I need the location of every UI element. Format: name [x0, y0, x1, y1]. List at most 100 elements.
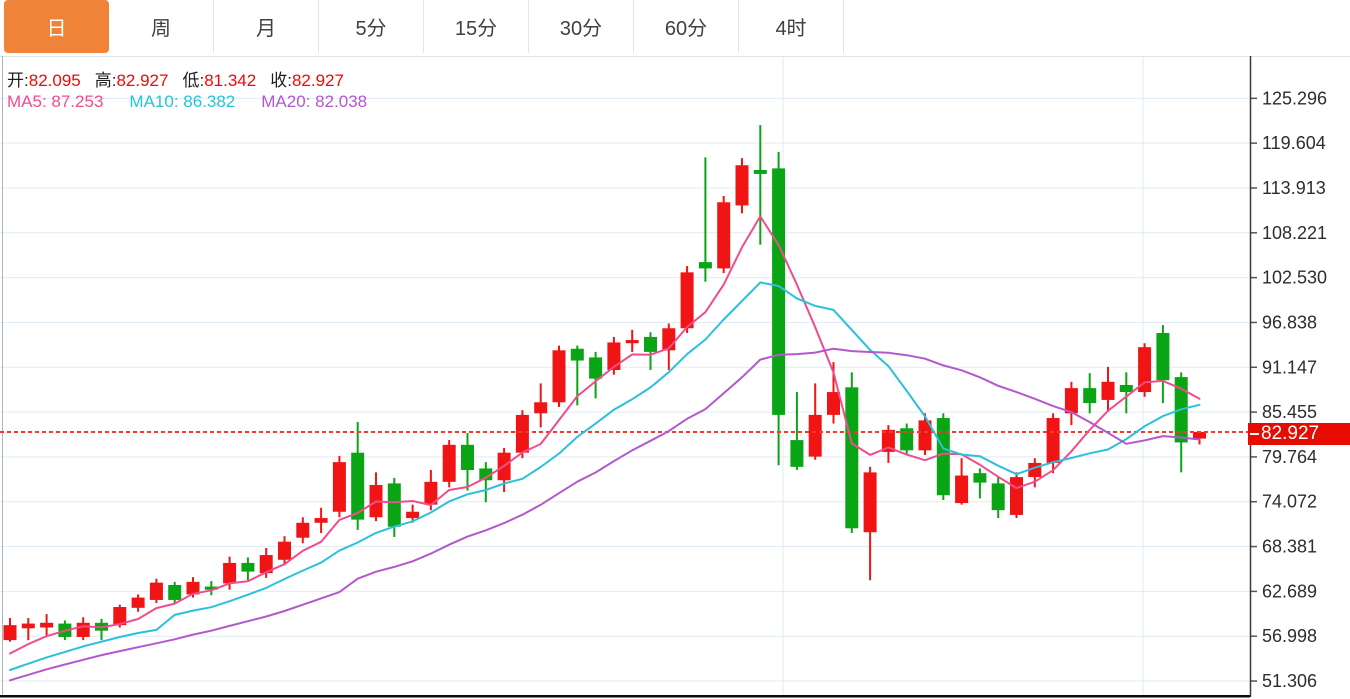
- candle-up: [863, 472, 877, 533]
- axis-tick-label: 125.296: [1262, 88, 1327, 108]
- candle-down: [1156, 332, 1170, 381]
- candle-up: [406, 511, 420, 519]
- candle-up: [259, 555, 273, 574]
- candle-down: [991, 483, 1005, 511]
- candle-down: [479, 468, 493, 481]
- quote-value-close: 82.927: [291, 71, 344, 90]
- axis-tick-label: 91.147: [1262, 357, 1317, 377]
- candle-up: [534, 402, 548, 414]
- candle-down: [772, 168, 786, 415]
- candle-up: [223, 562, 237, 584]
- tab-month[interactable]: 月: [214, 0, 319, 53]
- tab-30min[interactable]: 30分: [529, 0, 634, 53]
- candle-up: [552, 350, 566, 403]
- candle-up: [955, 475, 969, 504]
- axis-tick-label: 79.764: [1262, 447, 1317, 467]
- candle-up: [1138, 347, 1152, 393]
- quote-value-high: 82.927: [116, 71, 169, 90]
- candle-up: [76, 622, 90, 637]
- axis-tick-label: 119.604: [1262, 133, 1326, 153]
- tab-day[interactable]: 日: [4, 0, 109, 53]
- candle-up: [131, 597, 145, 608]
- quote-label-close: 收:: [270, 71, 292, 90]
- quote-item-close: 收:82.927: [270, 71, 344, 90]
- ma10-readout: MA10: 86.382: [129, 92, 236, 111]
- candle-up: [424, 481, 438, 505]
- candle-down: [461, 444, 474, 471]
- candle-down: [589, 357, 603, 379]
- candle-up: [1193, 432, 1206, 439]
- quote-value-open: 82.095: [28, 71, 81, 90]
- axis-tick-label: 68.381: [1262, 537, 1317, 557]
- candle-down: [973, 473, 987, 483]
- tab-week[interactable]: 周: [109, 0, 214, 53]
- candle-down: [1119, 384, 1133, 393]
- candle-up: [1064, 388, 1078, 414]
- quote-item-high: 高:82.927: [95, 71, 169, 90]
- candle-up: [40, 622, 54, 628]
- candle-up: [113, 607, 127, 626]
- axis-tick-label: 62.689: [1262, 581, 1317, 601]
- candle-up: [186, 581, 200, 595]
- quote-item-low: 低:81.342: [182, 71, 256, 90]
- axis-tick-label: 102.530: [1262, 268, 1327, 288]
- candle-up: [881, 429, 895, 452]
- candle-up: [1046, 418, 1060, 463]
- tab-4hour[interactable]: 4时: [739, 0, 844, 53]
- candle-up: [607, 342, 621, 371]
- candle-down: [570, 348, 584, 361]
- candle-down: [644, 336, 657, 352]
- interval-tabbar: 日周月 5分 15分 30分 60分 4时: [4, 0, 844, 53]
- candle-down: [753, 169, 767, 174]
- candle-down: [790, 440, 804, 467]
- axis-tick-label: 113.913: [1262, 178, 1326, 198]
- candle-up: [918, 420, 932, 451]
- candle-up: [735, 165, 749, 206]
- ma20-line: [9, 347, 1201, 682]
- candle-up: [3, 625, 17, 641]
- candle-up: [21, 623, 35, 629]
- quote-value-low: 81.342: [204, 71, 257, 90]
- ma-readout: MA5: 87.253 MA10: 86.382 MA20: 82.038: [7, 92, 393, 112]
- chart-bottom-border: [0, 695, 1250, 698]
- ma5-line: [9, 215, 1201, 655]
- axis-tick-label: 56.998: [1262, 626, 1317, 646]
- candle-down: [204, 586, 218, 590]
- candle-up: [680, 272, 694, 329]
- candle-up: [149, 582, 163, 600]
- candle-up: [1101, 381, 1115, 400]
- axis-tick-label: 85.455: [1262, 402, 1317, 422]
- candle-down: [351, 452, 365, 520]
- axis-tick-label: 51.306: [1262, 671, 1317, 691]
- quote-label-open: 开:: [7, 71, 29, 90]
- candle-up: [442, 444, 456, 482]
- tab-60min[interactable]: 60分: [634, 0, 739, 53]
- candle-down: [387, 483, 401, 527]
- candle-up: [332, 462, 346, 512]
- ma20-readout: MA20: 82.038: [261, 92, 368, 111]
- candle-down: [900, 428, 914, 451]
- badge-tick-icon: [1250, 433, 1259, 435]
- candle-up: [808, 414, 822, 457]
- tab-15min[interactable]: 15分: [424, 0, 529, 53]
- candle-down: [1083, 388, 1097, 404]
- quote-label-high: 高:: [94, 71, 117, 90]
- tab-5min[interactable]: 5分: [319, 0, 424, 53]
- axis-tick-label: 108.221: [1262, 223, 1327, 243]
- candle-up: [625, 340, 639, 344]
- candle-up: [296, 522, 310, 538]
- last-price-badge: 82.927: [1248, 423, 1350, 445]
- ma5-readout: MA5: 87.253: [7, 92, 104, 111]
- axis-tick-label: 74.072: [1262, 492, 1317, 512]
- candle-down: [241, 562, 255, 572]
- ma10-line: [9, 281, 1201, 671]
- last-price-value: 82.927: [1261, 423, 1320, 444]
- axis-tick-label: 96.838: [1262, 312, 1317, 332]
- quote-item-open: 开:82.095: [7, 71, 81, 90]
- quote-label-low: 低:: [182, 71, 205, 90]
- candle-up: [515, 414, 529, 453]
- candle-down: [936, 418, 950, 496]
- candle-up: [1010, 477, 1023, 515]
